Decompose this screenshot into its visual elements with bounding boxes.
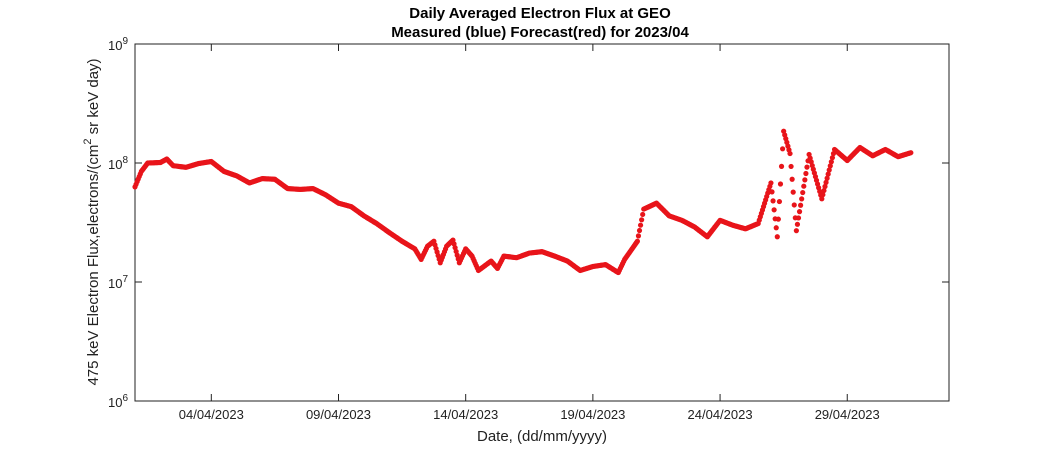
x-axis: 04/04/2023 09/04/2023 14/04/2023 19/04/2023… (179, 44, 880, 422)
data-point (771, 207, 777, 213)
x-tick-label: 09/04/2023 (306, 407, 371, 422)
y-axis-label-superscript: 2 (82, 138, 94, 144)
data-point (634, 238, 640, 244)
data-point (826, 167, 832, 173)
data-point (824, 175, 830, 181)
data-point (827, 163, 833, 169)
data-point (793, 228, 799, 234)
data-point (795, 215, 802, 221)
data-point (778, 163, 785, 169)
data-point (828, 159, 834, 165)
data-point (819, 196, 825, 202)
y-axis: 106 107 108 109 (108, 36, 949, 410)
data-point (635, 233, 642, 239)
y-tick-label: 106 (108, 393, 128, 410)
plot-area (134, 43, 950, 402)
data-point (788, 163, 794, 170)
data-point (799, 196, 805, 202)
data-point (636, 227, 643, 234)
data-point (770, 198, 776, 204)
chart-title: Daily Averaged Electron Flux at GEO (409, 5, 671, 22)
data-point (790, 189, 796, 195)
data-point (802, 177, 808, 183)
data-point (822, 183, 828, 190)
data-point (776, 198, 783, 205)
data-point (637, 222, 644, 228)
data-point (775, 216, 781, 222)
data-point (823, 179, 829, 185)
data-point (820, 192, 826, 198)
data-point (908, 150, 914, 156)
y-axis-label: 475 keV Electron Flux,electrons/(cm2 sr … (82, 58, 102, 385)
data-point (639, 217, 645, 223)
data-point (794, 221, 801, 227)
x-tick-label: 04/04/2023 (179, 407, 244, 422)
data-point (803, 170, 809, 177)
data-point (800, 189, 806, 196)
data-point (787, 150, 793, 157)
y-tick-label: 109 (108, 36, 128, 53)
y-tick-label: 108 (108, 155, 128, 172)
data-point (777, 181, 784, 187)
x-tick-label: 24/04/2023 (688, 407, 753, 422)
data-point (801, 183, 807, 189)
data-point (780, 146, 786, 152)
data-point (821, 187, 827, 194)
data-point (798, 202, 804, 208)
data-point (804, 164, 810, 170)
y-axis-label-part-2: sr keV day) (85, 58, 102, 138)
data-point (829, 155, 836, 161)
data-point (796, 209, 803, 215)
data-point (774, 234, 780, 240)
data-point (825, 171, 831, 177)
data-point (769, 189, 775, 195)
data-point (768, 180, 774, 186)
chart-subtitle: Measured (blue) Forecast(red) for 2023/0… (391, 24, 689, 41)
data-point (789, 176, 795, 182)
data-points (132, 128, 914, 276)
x-axis-label: Date, (dd/mm/yyyy) (477, 428, 607, 445)
x-tick-label: 29/04/2023 (815, 407, 880, 422)
data-point (640, 211, 646, 218)
x-tick-label: 19/04/2023 (560, 407, 625, 422)
x-tick-label: 14/04/2023 (433, 407, 498, 422)
y-tick-label: 107 (108, 274, 128, 291)
y-axis-label-part-1: 475 keV Electron Flux,electrons/(cm (85, 145, 102, 386)
data-point (773, 225, 779, 231)
data-point (791, 202, 797, 208)
